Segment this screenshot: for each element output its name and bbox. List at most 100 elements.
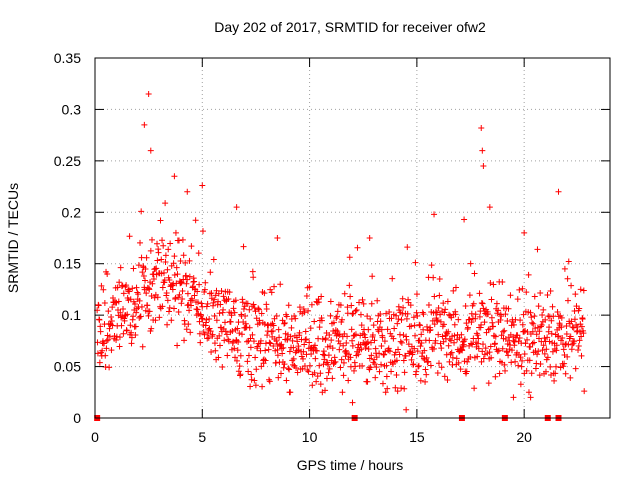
data-point [145, 91, 152, 97]
data-point [400, 304, 407, 311]
data-point [283, 313, 290, 320]
x-tick-label: 5 [198, 429, 206, 445]
data-point [508, 347, 515, 354]
data-point [120, 305, 127, 312]
data-point [479, 300, 486, 307]
data-point [329, 375, 336, 382]
data-point [398, 339, 405, 346]
data-point [281, 320, 288, 326]
data-point [502, 311, 509, 318]
data-point [555, 333, 562, 340]
data-point [104, 270, 111, 277]
data-point [263, 305, 270, 312]
data-point [548, 330, 555, 337]
data-point [245, 368, 252, 375]
data-point [553, 363, 560, 370]
data-point [445, 328, 452, 335]
data-point [433, 316, 440, 323]
data-point [393, 357, 400, 364]
data-point [408, 323, 415, 330]
data-point [159, 303, 166, 310]
grid [95, 58, 610, 418]
data-point [499, 345, 506, 352]
data-point [158, 256, 165, 263]
data-point [184, 276, 191, 283]
data-point [262, 347, 269, 354]
data-point [210, 256, 217, 263]
chart-title: Day 202 of 2017, SRMTID for receiver ofw… [214, 19, 486, 35]
data-point [176, 237, 183, 244]
data-point [145, 312, 152, 319]
data-point [479, 147, 486, 154]
data-point [106, 325, 113, 332]
data-point [127, 322, 134, 329]
data-point [396, 331, 403, 338]
data-point [571, 338, 578, 345]
data-point [169, 286, 176, 293]
data-point [549, 303, 556, 310]
data-point [143, 290, 150, 297]
data-point [138, 254, 145, 261]
data-point [128, 340, 135, 347]
data-point [200, 329, 207, 336]
x-tick-label: 10 [302, 429, 318, 445]
data-point [510, 337, 517, 344]
data-point [211, 296, 218, 303]
data-point [133, 309, 140, 316]
data-point [191, 292, 198, 299]
data-point [327, 312, 334, 319]
data-point [371, 337, 378, 344]
data-point [216, 342, 223, 349]
data-point [149, 280, 156, 287]
data-point [249, 268, 256, 275]
data-point [388, 315, 395, 322]
data-point [344, 333, 351, 340]
data-point [529, 328, 536, 335]
data-point [547, 371, 554, 378]
data-point [568, 282, 575, 289]
data-point [365, 326, 372, 333]
data-point [212, 347, 219, 354]
data-point [301, 341, 308, 348]
data-point [536, 335, 543, 342]
data-point [542, 368, 549, 375]
data-point [422, 366, 429, 373]
data-point [500, 328, 507, 335]
data-point [196, 281, 203, 288]
data-point [336, 331, 343, 338]
data-point [312, 355, 319, 362]
data-point [240, 305, 247, 312]
data-point [148, 292, 155, 299]
data-point [571, 316, 578, 323]
data-point [311, 342, 318, 349]
data-point [541, 350, 548, 357]
data-point [531, 313, 538, 320]
data-point [349, 342, 356, 349]
x-tick-label: 20 [516, 429, 532, 445]
data-point [559, 335, 566, 342]
data-point [275, 374, 282, 381]
data-point [393, 312, 400, 319]
data-point [539, 312, 546, 319]
data-point [535, 348, 542, 355]
data-point [578, 352, 585, 359]
data-point [518, 363, 525, 370]
data-point [126, 233, 133, 240]
data-point [564, 297, 571, 304]
data-point [369, 331, 376, 338]
data-point [410, 314, 417, 321]
y-axis-label: SRMTID / TECUs [5, 183, 21, 293]
data-point [400, 332, 407, 339]
data-point [447, 350, 454, 357]
data-point [337, 302, 344, 309]
data-point [357, 311, 364, 318]
data-point [452, 284, 459, 291]
data-point [285, 365, 292, 372]
data-point [362, 334, 369, 341]
data-point [524, 329, 531, 336]
data-point [165, 308, 172, 315]
data-point [376, 368, 383, 375]
data-point [268, 289, 275, 296]
data-point [356, 299, 363, 306]
